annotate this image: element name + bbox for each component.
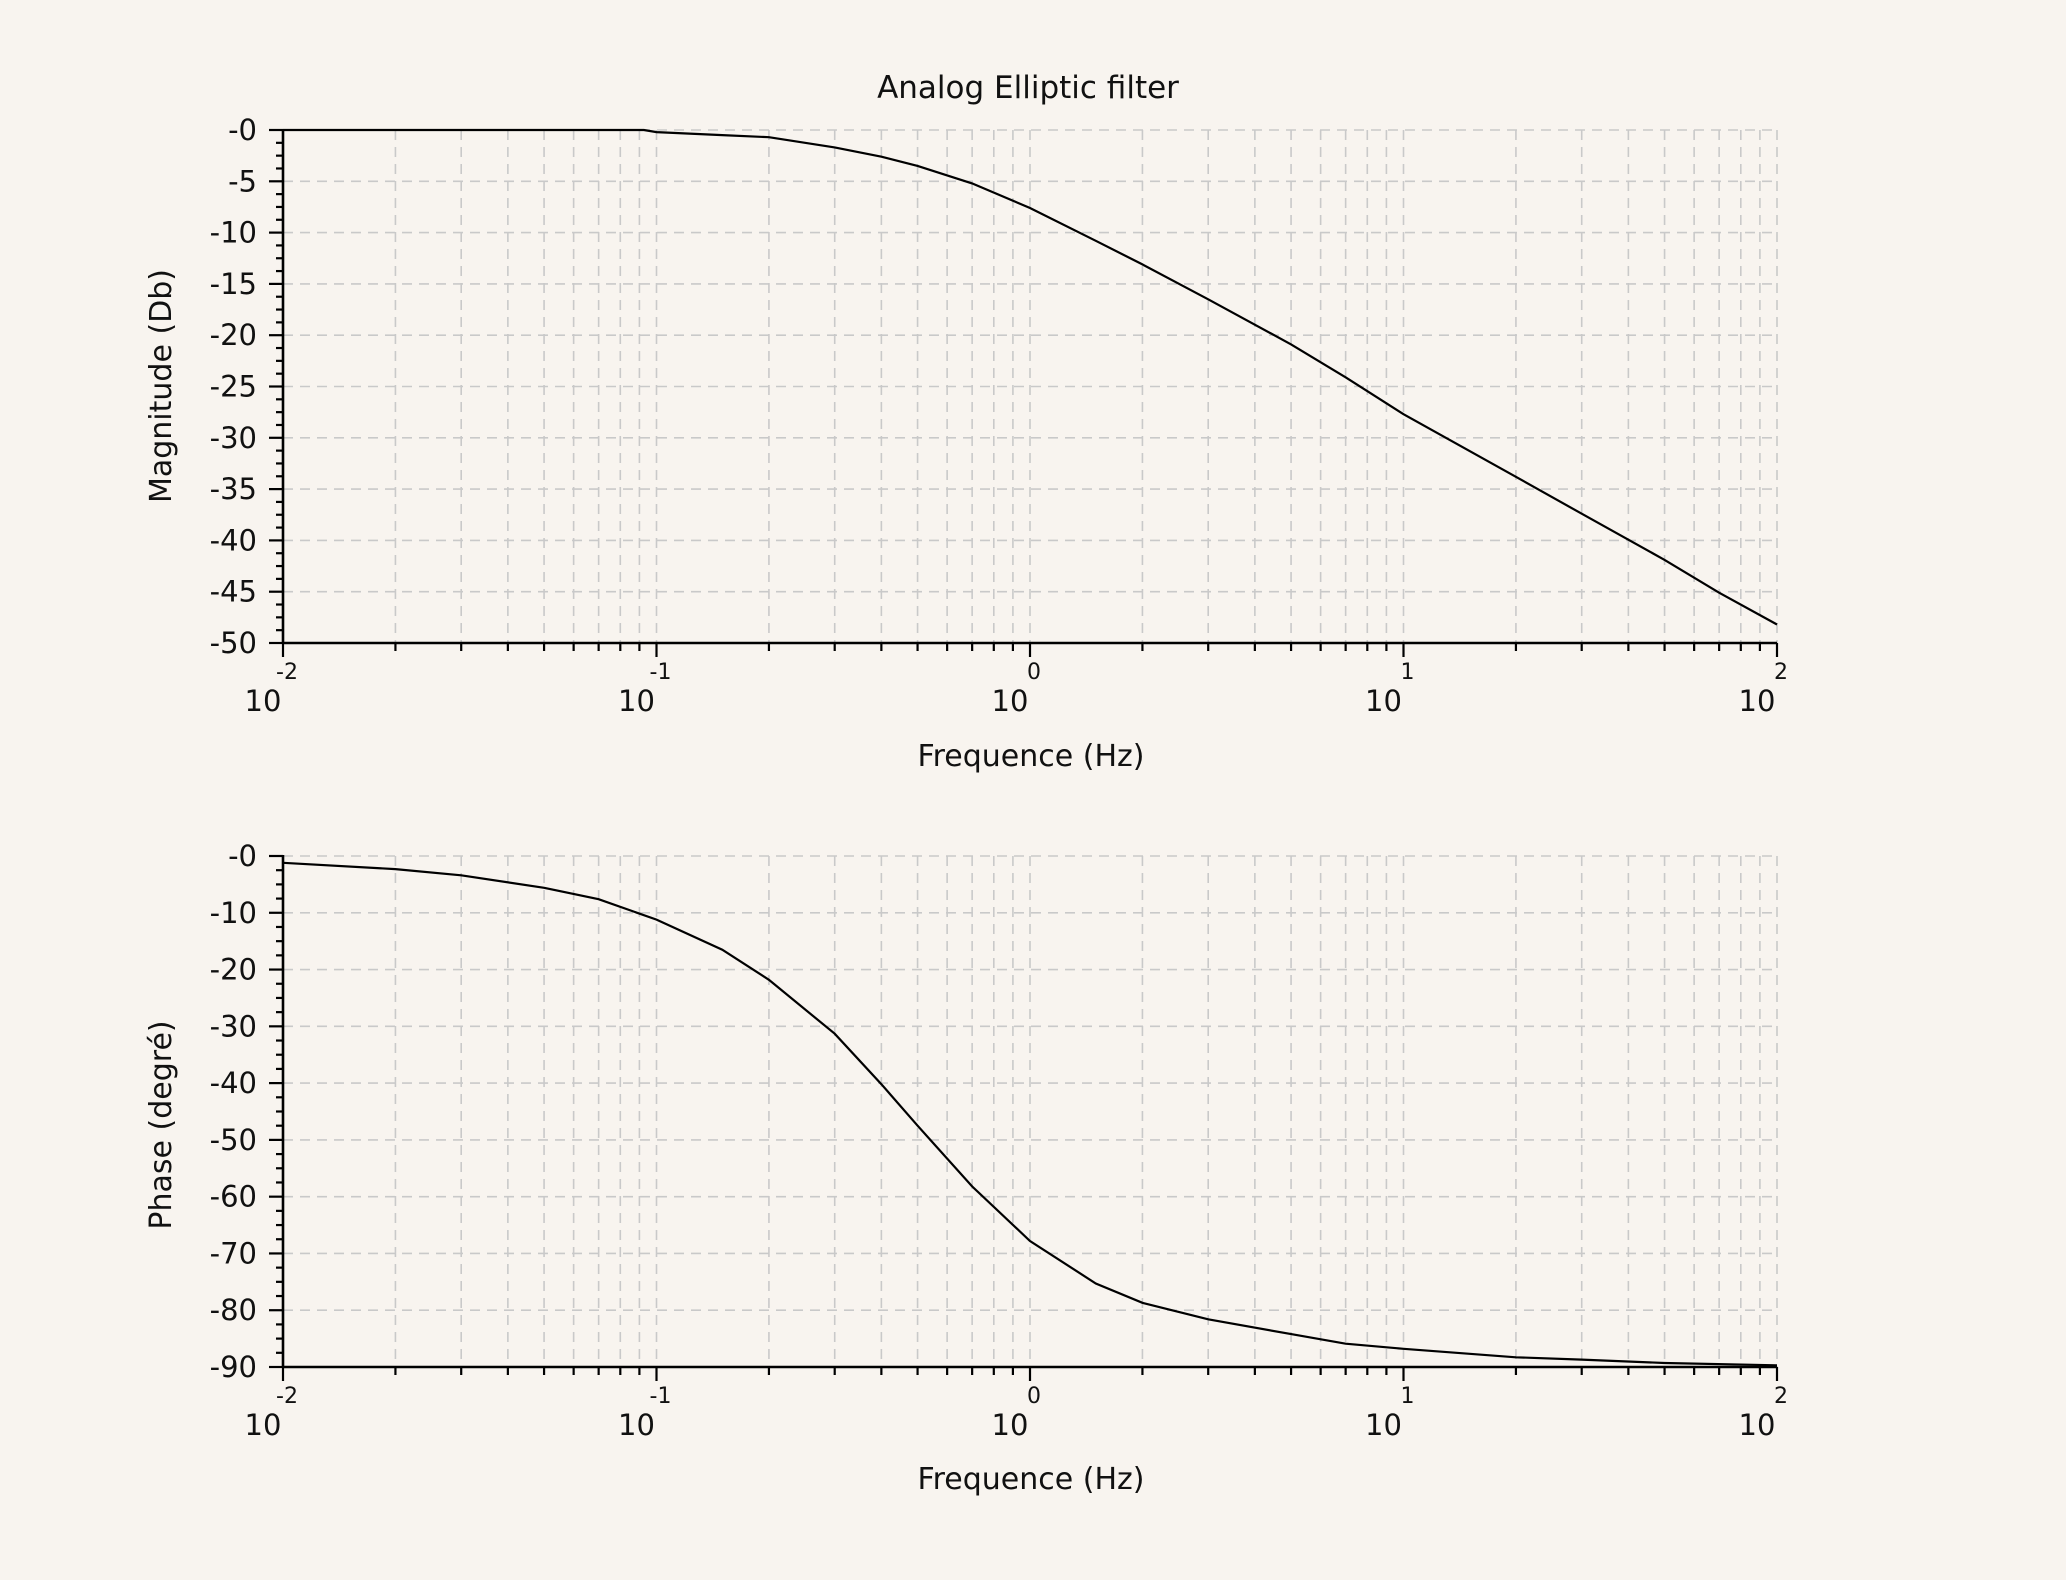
phase-x-tick-label: 10 — [992, 1408, 1029, 1442]
phase-y-tick-label: -10 — [210, 896, 257, 930]
magnitude-plot: -0-5-10-15-20-25-30-35-40-45-5010-210-11… — [144, 113, 1788, 774]
phase-y-tick-label: -50 — [210, 1123, 257, 1157]
phase-y-tick-label: -80 — [210, 1293, 257, 1327]
magnitude-series — [283, 128, 1778, 626]
magnitude-x-tick-exponent: 2 — [1774, 660, 1788, 685]
phase-plot: -0-10-20-30-40-50-60-70-80-9010-210-1100… — [144, 839, 1788, 1497]
phase-tick-labels: -0-10-20-30-40-50-60-70-80-9010-210-1100… — [210, 839, 1788, 1442]
magnitude-y-tick-label: -30 — [210, 421, 257, 455]
phase-x-tick-exponent: -1 — [650, 1384, 672, 1409]
magnitude-axes — [269, 128, 1779, 657]
phase-x-tick-label: 10 — [1739, 1408, 1776, 1442]
magnitude-x-tick-exponent: 0 — [1027, 660, 1041, 685]
magnitude-y-tick-label: -40 — [210, 523, 257, 557]
phase-y-tick-label: -90 — [210, 1350, 257, 1384]
phase-y-axis-label: Phase (degré) — [144, 1020, 179, 1229]
magnitude-x-tick-exponent: -1 — [650, 660, 672, 685]
magnitude-x-axis-label: Frequence (Hz) — [918, 739, 1145, 774]
magnitude-x-tick-label: 10 — [992, 684, 1029, 718]
magnitude-x-tick-label: 10 — [618, 684, 655, 718]
phase-axes — [269, 854, 1779, 1381]
phase-x-tick-label: 10 — [1365, 1408, 1402, 1442]
magnitude-tick-labels: -0-5-10-15-20-25-30-35-40-45-5010-210-11… — [210, 113, 1788, 718]
phase-x-tick-exponent: 2 — [1774, 1384, 1788, 1409]
phase-x-tick-label: 10 — [245, 1408, 282, 1442]
magnitude-y-tick-label: -45 — [210, 575, 257, 609]
magnitude-y-tick-label: -15 — [210, 267, 257, 301]
phase-x-axis-label: Frequence (Hz) — [918, 1462, 1145, 1497]
magnitude-y-tick-label: -50 — [210, 626, 257, 660]
magnitude-y-tick-label: -20 — [210, 318, 257, 352]
phase-y-tick-label: -70 — [210, 1236, 257, 1270]
magnitude-grid — [282, 129, 1778, 644]
magnitude-y-tick-label: -35 — [210, 472, 257, 506]
phase-series — [282, 861, 1778, 1367]
magnitude-y-axis-label: Magnitude (Db) — [144, 269, 179, 503]
phase-y-tick-label: -0 — [228, 839, 257, 873]
chart-title: Analog Elliptic filter — [877, 70, 1179, 106]
phase-grid — [282, 855, 1778, 1368]
phase-series-line — [282, 861, 1778, 1367]
magnitude-y-tick-label: -5 — [228, 164, 257, 198]
magnitude-y-tick-label: -0 — [228, 113, 257, 147]
phase-x-tick-exponent: -2 — [276, 1384, 298, 1409]
phase-x-tick-exponent: 0 — [1027, 1384, 1041, 1409]
magnitude-x-tick-exponent: 1 — [1401, 660, 1415, 685]
phase-y-tick-label: -20 — [210, 953, 257, 987]
phase-y-tick-label: -40 — [210, 1066, 257, 1100]
magnitude-x-tick-exponent: -2 — [276, 660, 298, 685]
magnitude-series-line — [283, 128, 1778, 626]
phase-y-tick-label: -60 — [210, 1180, 257, 1214]
magnitude-x-tick-label: 10 — [245, 684, 282, 718]
magnitude-y-tick-label: -10 — [210, 216, 257, 250]
phase-x-tick-exponent: 1 — [1401, 1384, 1415, 1409]
phase-x-tick-label: 10 — [618, 1408, 655, 1442]
magnitude-x-tick-label: 10 — [1365, 684, 1402, 718]
phase-y-tick-label: -30 — [210, 1009, 257, 1043]
magnitude-y-tick-label: -25 — [210, 370, 257, 404]
magnitude-x-tick-label: 10 — [1739, 684, 1776, 718]
